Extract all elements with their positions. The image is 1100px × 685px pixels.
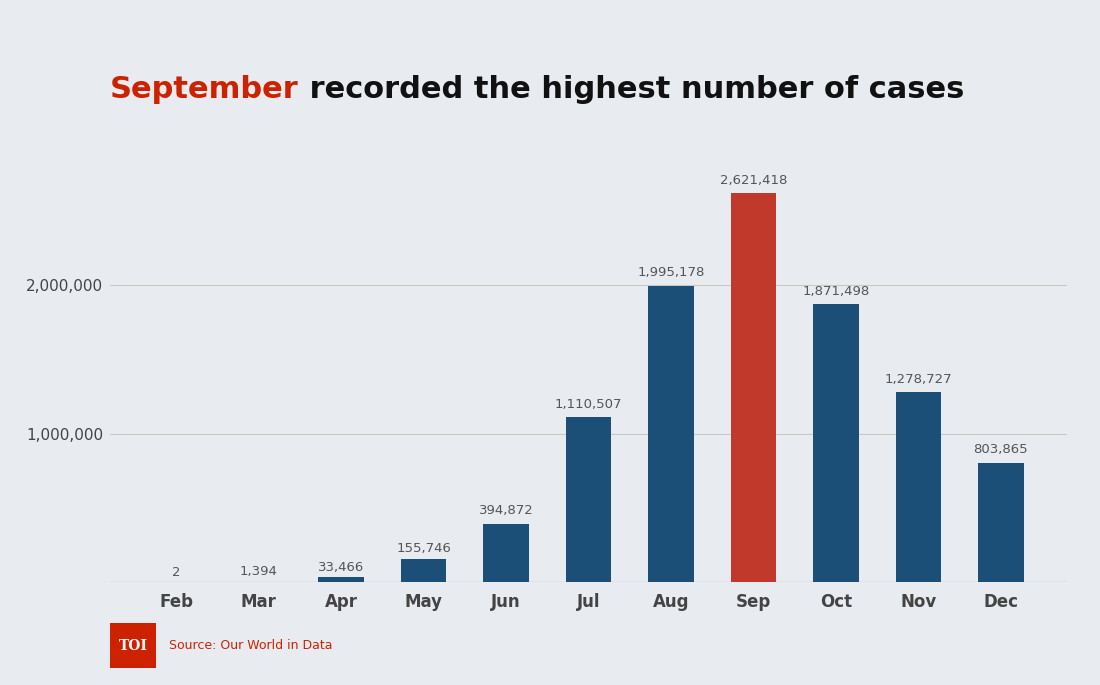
Text: 1,110,507: 1,110,507	[554, 398, 623, 411]
Bar	[400, 559, 447, 582]
Bar	[813, 305, 859, 582]
Text: 1,871,498: 1,871,498	[802, 285, 869, 298]
Text: 394,872: 394,872	[478, 504, 534, 517]
Text: September: September	[110, 75, 299, 104]
Bar	[730, 193, 777, 582]
Text: 155,746: 155,746	[396, 543, 451, 556]
Text: Source: Our World in Data: Source: Our World in Data	[169, 639, 333, 652]
Bar	[565, 417, 612, 582]
Text: recorded the highest number of cases: recorded the highest number of cases	[299, 75, 964, 104]
Bar	[483, 523, 529, 582]
Bar	[978, 463, 1023, 582]
Text: 1,278,727: 1,278,727	[884, 373, 953, 386]
Text: 33,466: 33,466	[318, 560, 364, 573]
Text: 803,865: 803,865	[974, 443, 1028, 456]
Text: 2,621,418: 2,621,418	[719, 173, 788, 186]
Bar	[648, 286, 694, 582]
Text: 1,394: 1,394	[240, 565, 277, 578]
Text: 1,995,178: 1,995,178	[637, 266, 705, 279]
Text: TOI: TOI	[119, 638, 147, 653]
Text: 2: 2	[172, 566, 180, 579]
Bar	[318, 577, 364, 582]
Bar	[895, 393, 940, 582]
